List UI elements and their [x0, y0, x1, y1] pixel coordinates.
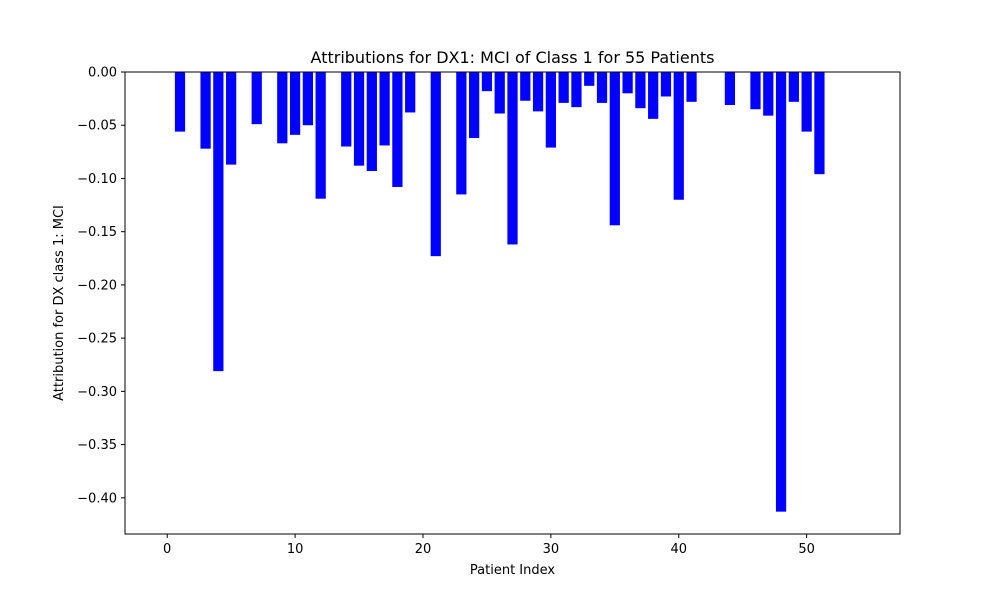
bar-patient-15	[353, 72, 365, 166]
y-tick-label: −0.35	[77, 438, 117, 453]
bar-patient-50	[801, 72, 812, 132]
bar-patient-32	[571, 72, 582, 108]
bar-patient-1	[174, 72, 186, 132]
bar-patient-39	[660, 72, 672, 97]
bar-patient-18	[392, 72, 403, 187]
bar-patient-34	[596, 72, 608, 103]
x-tick-label: 10	[287, 542, 304, 557]
bar-patient-5	[226, 72, 237, 165]
bar-patient-10	[289, 72, 301, 135]
bar-patient-4	[213, 72, 224, 372]
bar-patient-38	[648, 72, 659, 119]
plot-frame	[124, 71, 901, 535]
y-tick-label: −0.25	[77, 332, 117, 347]
bar-patient-46	[750, 72, 761, 110]
x-axis-ticks: 0 10 20 30 40 50	[163, 534, 815, 557]
bar-patient-27	[507, 72, 518, 245]
bar-patient-31	[558, 72, 569, 103]
bar-patient-12	[315, 72, 326, 199]
bar-patient-37	[635, 72, 646, 109]
y-tick-label: −0.20	[77, 278, 117, 293]
bar-patient-30	[545, 72, 556, 148]
bar-patient-25	[481, 72, 493, 92]
y-tick-label: −0.30	[77, 385, 117, 400]
bar-patient-44	[724, 72, 736, 105]
bar-patient-24	[469, 72, 480, 138]
bar-patient-41	[686, 72, 697, 102]
bar-patient-47	[763, 72, 774, 116]
y-axis-ticks: 0.00 −0.05 −0.10 −0.15 −0.20 −0.25 −0.30 −0.35 −…	[77, 66, 125, 506]
y-tick-label: −0.40	[77, 491, 117, 506]
bar-patient-21	[430, 72, 441, 257]
x-tick-label: 30	[543, 542, 560, 557]
bar-patient-23	[456, 72, 467, 195]
y-tick-label: −0.05	[77, 119, 117, 134]
bar-patient-29	[532, 72, 544, 112]
bar-patient-40	[673, 72, 684, 200]
bar-patient-26	[494, 72, 505, 114]
bar-patient-49	[788, 72, 799, 102]
y-tick-label: −0.15	[77, 225, 117, 240]
chart-title: Attributions for DX1: MCI of Class 1 for…	[311, 48, 715, 67]
bars-group	[174, 72, 825, 512]
bar-patient-33	[584, 72, 595, 86]
bar-patient-11	[302, 72, 313, 126]
bar-patient-35	[609, 72, 620, 226]
x-tick-label: 20	[415, 542, 432, 557]
bar-patient-51	[814, 72, 825, 175]
bar-patient-28	[520, 72, 531, 101]
x-axis-label: Patient Index	[470, 563, 555, 578]
y-axis-label: Attribution for DX class 1: MCI	[52, 205, 67, 401]
x-tick-label: 40	[670, 542, 687, 557]
bar-patient-17	[379, 72, 390, 146]
bar-patient-48	[775, 72, 787, 512]
x-tick-label: 50	[798, 542, 815, 557]
bar-patient-14	[341, 72, 352, 147]
y-tick-label: −0.10	[77, 172, 117, 187]
x-tick-label: 0	[163, 542, 171, 557]
bar-patient-19	[405, 72, 416, 113]
bar-patient-36	[622, 72, 633, 94]
bar-patient-7	[251, 72, 262, 125]
y-tick-label: 0.00	[88, 66, 117, 81]
bar-patient-9	[277, 72, 288, 144]
bar-patient-3	[200, 72, 211, 149]
bar-patient-16	[366, 72, 377, 171]
